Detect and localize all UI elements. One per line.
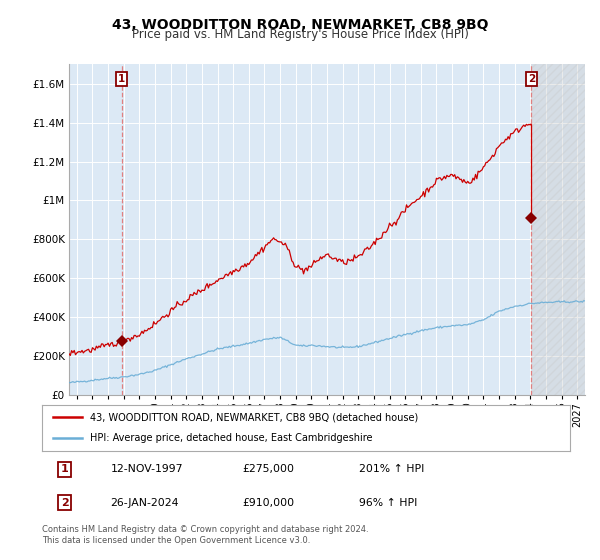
Text: 26-JAN-2024: 26-JAN-2024: [110, 497, 179, 507]
Text: Contains HM Land Registry data © Crown copyright and database right 2024.
This d: Contains HM Land Registry data © Crown c…: [42, 525, 368, 545]
Text: £910,000: £910,000: [242, 497, 295, 507]
Text: HPI: Average price, detached house, East Cambridgeshire: HPI: Average price, detached house, East…: [89, 433, 372, 444]
Bar: [532, 64, 585, 395]
Text: 1: 1: [118, 74, 125, 85]
Text: 12-NOV-1997: 12-NOV-1997: [110, 464, 183, 474]
Text: 201% ↑ HPI: 201% ↑ HPI: [359, 464, 424, 474]
Text: Price paid vs. HM Land Registry's House Price Index (HPI): Price paid vs. HM Land Registry's House …: [131, 28, 469, 41]
Text: 2: 2: [528, 74, 535, 85]
Text: 96% ↑ HPI: 96% ↑ HPI: [359, 497, 417, 507]
Text: 1: 1: [61, 464, 68, 474]
Text: 43, WOODDITTON ROAD, NEWMARKET, CB8 9BQ: 43, WOODDITTON ROAD, NEWMARKET, CB8 9BQ: [112, 18, 488, 32]
Text: 2: 2: [61, 497, 68, 507]
Text: 43, WOODDITTON ROAD, NEWMARKET, CB8 9BQ (detached house): 43, WOODDITTON ROAD, NEWMARKET, CB8 9BQ …: [89, 412, 418, 422]
Text: £275,000: £275,000: [242, 464, 295, 474]
